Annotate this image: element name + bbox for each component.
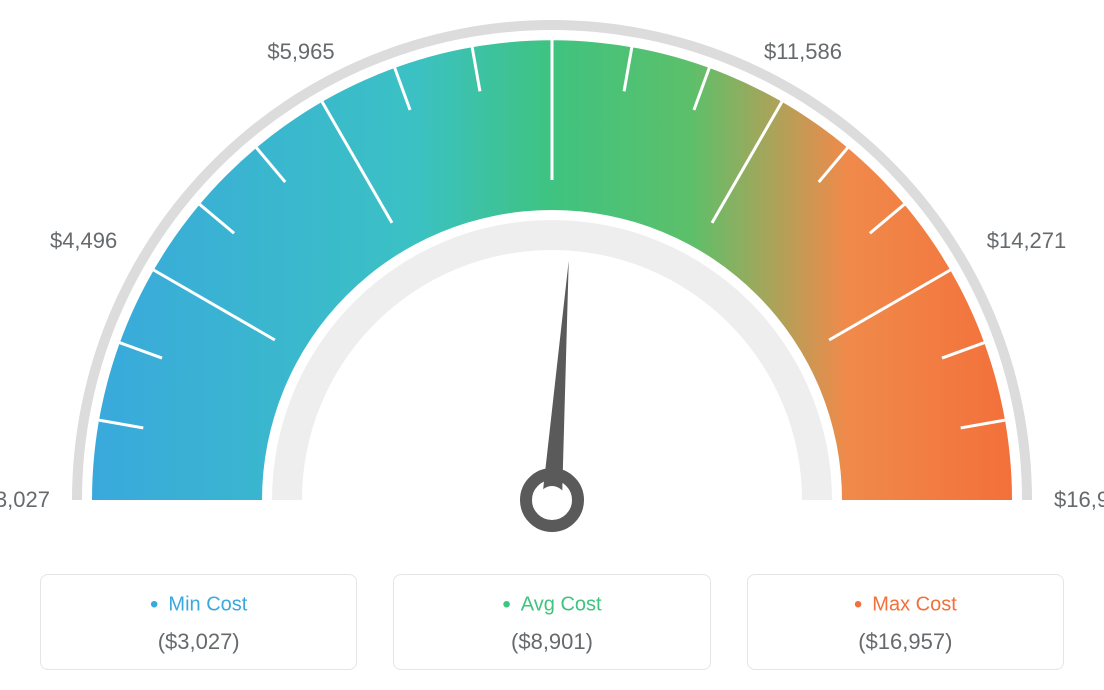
legend-max-label: Max Cost bbox=[748, 591, 1063, 619]
chart-container: $3,027$4,496$5,965$8,901$11,586$14,271$1… bbox=[0, 0, 1104, 690]
legend-min-label: Min Cost bbox=[41, 591, 356, 619]
tick-label: $14,271 bbox=[987, 228, 1067, 254]
tick-label: $4,496 bbox=[50, 228, 117, 254]
legend-avg-value: ($8,901) bbox=[394, 629, 709, 655]
legend-card-avg: Avg Cost ($8,901) bbox=[393, 574, 710, 670]
gauge-svg bbox=[0, 0, 1104, 560]
gauge-chart: $3,027$4,496$5,965$8,901$11,586$14,271$1… bbox=[0, 0, 1104, 560]
tick-label: $5,965 bbox=[267, 39, 334, 65]
legend-card-min: Min Cost ($3,027) bbox=[40, 574, 357, 670]
legend-card-max: Max Cost ($16,957) bbox=[747, 574, 1064, 670]
tick-label: $3,027 bbox=[0, 487, 50, 513]
legend-min-value: ($3,027) bbox=[41, 629, 356, 655]
legend-max-value: ($16,957) bbox=[748, 629, 1063, 655]
legend-avg-label: Avg Cost bbox=[394, 591, 709, 619]
tick-label: $16,957 bbox=[1054, 487, 1104, 513]
legend-row: Min Cost ($3,027) Avg Cost ($8,901) Max … bbox=[0, 574, 1104, 670]
tick-label: $11,586 bbox=[764, 39, 842, 65]
